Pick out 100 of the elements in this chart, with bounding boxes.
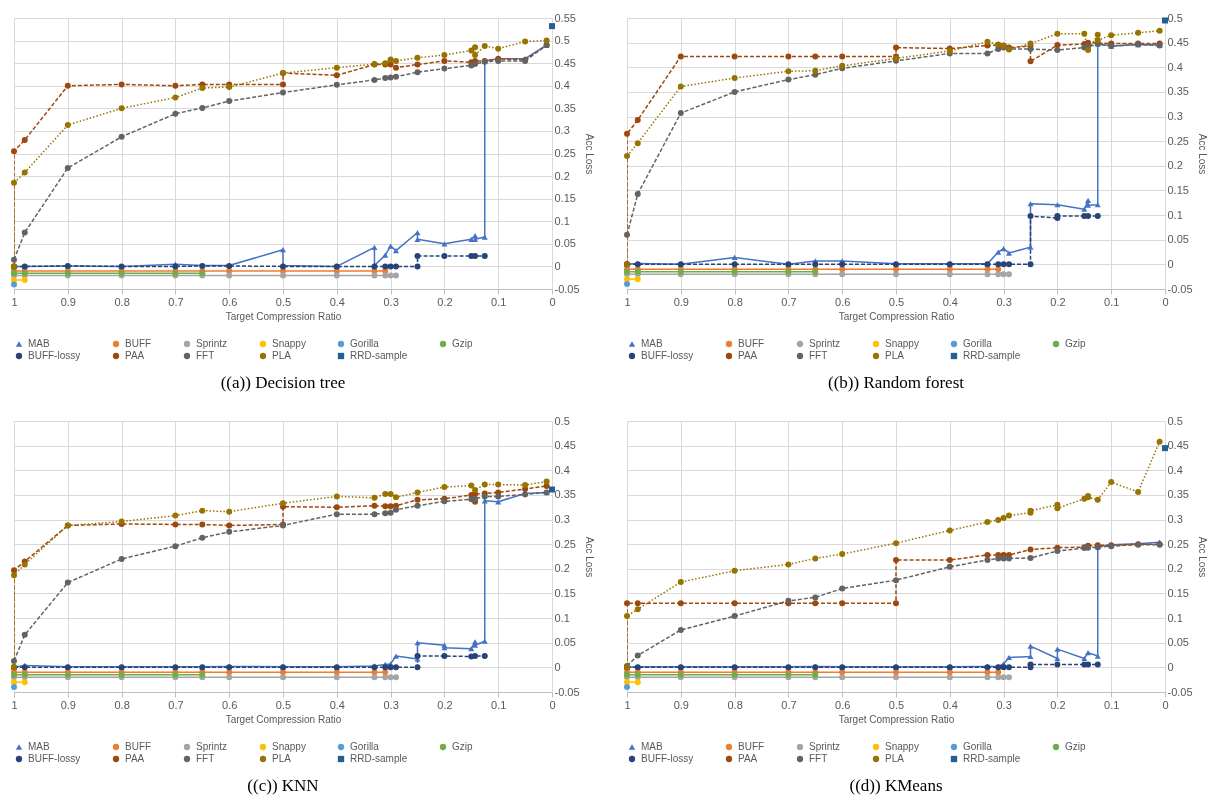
x-tick-label: 0.1	[491, 698, 507, 711]
x-tick-label: 0.5	[888, 295, 905, 308]
legend-label: Gorilla	[963, 338, 993, 349]
legend-label: Snappy	[272, 338, 306, 349]
text: ((a)) Decision tree	[220, 373, 346, 392]
y-tick-label: 0	[554, 259, 561, 272]
x-tick-label: 0.9	[673, 698, 689, 711]
x-tick-label: 1	[624, 295, 631, 308]
y-tick-label: 0.45	[1167, 36, 1189, 49]
y-tick-label: 0.3	[554, 513, 570, 526]
x-axis-title: Target Compression Ratio	[838, 310, 955, 322]
legend-label: RRD-sample	[963, 350, 1021, 361]
legend-label: BUFF	[738, 338, 765, 349]
x-tick-label: 0.7	[168, 295, 184, 308]
legend-label: RRD-sample	[350, 350, 408, 361]
legend-label: BUFF-lossy	[641, 350, 694, 361]
y-tick-label: 0.4	[554, 79, 570, 92]
x-tick-label: 0.4	[942, 698, 958, 711]
legend-label: Sprintz	[809, 338, 841, 349]
y-tick-label: 0.1	[554, 214, 570, 227]
y-tick-label: -0.05	[554, 282, 580, 295]
x-tick-label: 0.6	[835, 698, 851, 711]
y-tick-label: 0.3	[554, 124, 570, 137]
legend-label: Gzip	[1065, 338, 1086, 349]
x-tick-label: 0.7	[168, 698, 184, 711]
legend-label: Sprintz	[196, 741, 228, 752]
legend-label: PAA	[125, 350, 145, 361]
y-tick-label: 0.3	[1167, 513, 1183, 526]
y-tick-label: 0.4	[1167, 463, 1183, 476]
y-tick-label: 0.1	[1167, 611, 1183, 624]
x-tick-label: 0.4	[329, 698, 345, 711]
x-tick-label: 0.1	[1104, 698, 1120, 711]
y-tick-label: 0.15	[554, 586, 576, 599]
y-tick-label: 0.5	[554, 34, 570, 47]
x-tick-label: 0.9	[60, 295, 76, 308]
x-tick-label: 0.6	[222, 698, 238, 711]
legend-label: MAB	[641, 741, 663, 752]
x-tick-label: 0.8	[727, 295, 743, 308]
x-axis-title: Target Compression Ratio	[225, 310, 342, 322]
legend-label: RRD-sample	[963, 753, 1021, 764]
y-tick-label: 0	[1167, 660, 1174, 673]
x-tick-label: 0.2	[1050, 295, 1066, 308]
legend-label: Sprintz	[809, 741, 841, 752]
y-tick-label: 0.35	[1167, 85, 1189, 98]
legend-label: PAA	[125, 753, 145, 764]
x-tick-label: 0.7	[781, 295, 797, 308]
x-tick-label: 0.5	[275, 698, 292, 711]
y-axis-title: Acc Loss	[1196, 133, 1208, 175]
y-tick-label: 0	[1167, 257, 1174, 270]
y-tick-label: 0.2	[554, 169, 570, 182]
legend-label: PLA	[885, 753, 905, 764]
x-tick-label: 0.6	[835, 295, 851, 308]
y-tick-label: -0.05	[1167, 282, 1193, 295]
y-tick-label: -0.05	[554, 685, 580, 698]
y-tick-label: 0	[554, 660, 561, 673]
legend-label: Snappy	[885, 741, 919, 752]
x-tick-label: 0.3	[996, 698, 1012, 711]
y-tick-label: 0.45	[554, 439, 576, 452]
y-tick-label: 0.5	[1167, 11, 1183, 24]
x-tick-label: 0.8	[114, 698, 130, 711]
text: ((b)) Random forest	[828, 373, 965, 392]
x-tick-label: 0.3	[996, 295, 1012, 308]
x-tick-label: 1	[624, 698, 631, 711]
legend-label: FFT	[809, 350, 828, 361]
y-tick-label: 0.05	[1167, 636, 1189, 649]
text: ((c)) KNN	[247, 776, 319, 795]
x-tick-label: 0.4	[942, 295, 958, 308]
legend-label: PLA	[272, 350, 292, 361]
x-tick-label: 0.6	[222, 295, 238, 308]
x-tick-label: 0.9	[60, 698, 76, 711]
y-tick-label: 0.15	[1167, 183, 1189, 196]
legend-label: FFT	[809, 753, 828, 764]
y-tick-label: 0.15	[554, 192, 576, 205]
x-tick-label: 0.8	[114, 295, 130, 308]
y-tick-label: 0.1	[554, 611, 570, 624]
y-tick-label: -0.05	[1167, 685, 1193, 698]
y-tick-label: 0.45	[1167, 439, 1189, 452]
y-tick-label: 0.05	[554, 636, 576, 649]
legend-label: PLA	[272, 753, 292, 764]
legend-label: BUFF	[125, 338, 152, 349]
legend-label: PAA	[738, 350, 758, 361]
text: ((d)) KMeans	[849, 776, 943, 795]
y-tick-label: 0.35	[554, 101, 576, 114]
x-tick-label: 0.2	[1050, 698, 1066, 711]
y-tick-label: 0.35	[554, 488, 576, 501]
y-tick-label: 0.25	[1167, 134, 1189, 147]
y-tick-label: 0.45	[554, 56, 576, 69]
y-tick-label: 0.35	[1167, 488, 1189, 501]
x-tick-label: 0.1	[491, 295, 507, 308]
legend-label: Sprintz	[196, 338, 228, 349]
x-tick-label: 0.2	[437, 295, 453, 308]
y-axis-title: Acc Loss	[1196, 536, 1208, 578]
y-tick-label: 0.2	[1167, 159, 1183, 172]
y-tick-label: 0.5	[1167, 414, 1183, 427]
x-tick-label: 0.5	[275, 295, 292, 308]
y-tick-label: 0.3	[1167, 110, 1183, 123]
legend-label: Snappy	[272, 741, 306, 752]
y-tick-label: 0.05	[554, 237, 576, 250]
legend-label: Gorilla	[350, 741, 380, 752]
legend-label: FFT	[196, 350, 215, 361]
